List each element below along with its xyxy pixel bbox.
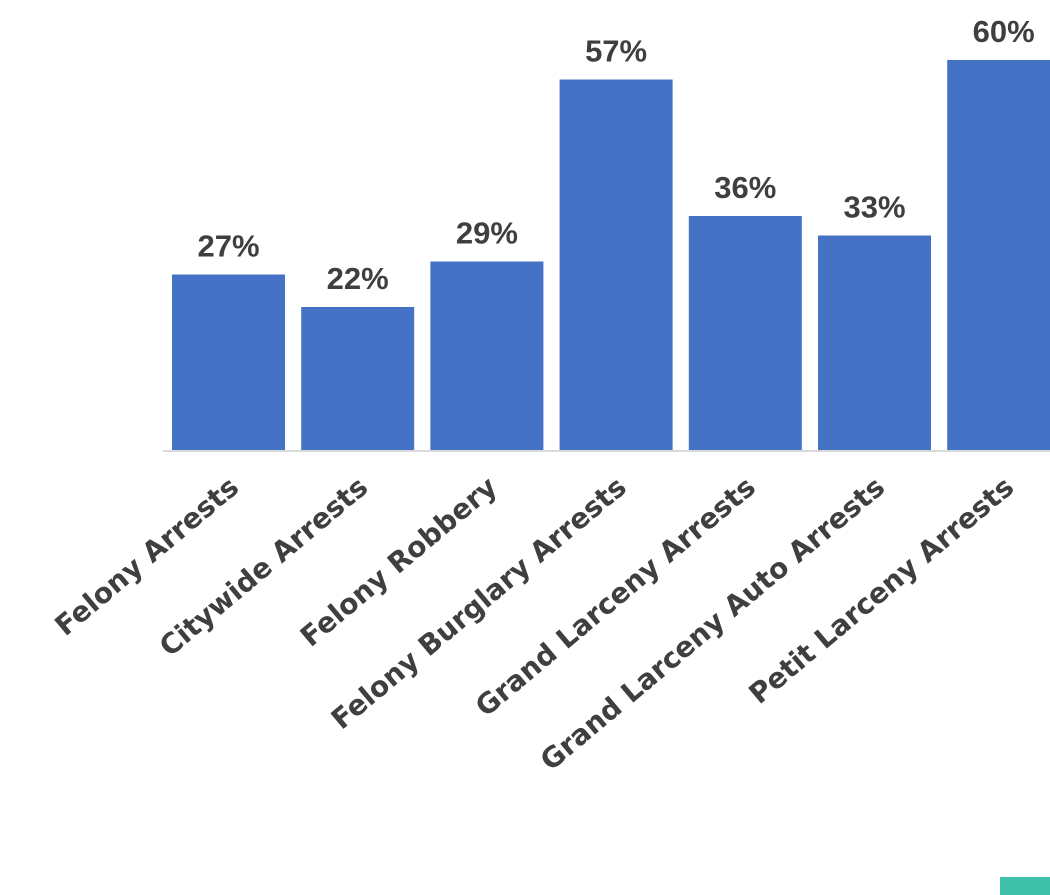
data-label-6: 33% (843, 190, 905, 225)
bar-2 (301, 307, 415, 450)
category-label-7: Petit Larceny Arrests (743, 470, 1021, 710)
corner-accent-block (1000, 877, 1050, 895)
data-label-7: 60% (973, 14, 1035, 49)
bar-3 (430, 261, 544, 450)
data-label-2: 22% (327, 261, 389, 296)
bar-6 (818, 235, 931, 450)
data-label-4: 57% (585, 34, 647, 69)
bar-1 (172, 274, 285, 450)
bar-7 (947, 60, 1050, 450)
bars-group (172, 60, 1050, 450)
data-label-5: 36% (714, 170, 776, 205)
data-label-1: 27% (197, 229, 259, 264)
value-labels-group: 27% 22% 29% 57% 36% 33% 60% (197, 14, 1034, 296)
bar-5 (688, 216, 802, 450)
data-label-3: 29% (456, 216, 518, 251)
category-label-2: Citywide Arrests (153, 470, 374, 663)
bar-4 (559, 79, 673, 450)
